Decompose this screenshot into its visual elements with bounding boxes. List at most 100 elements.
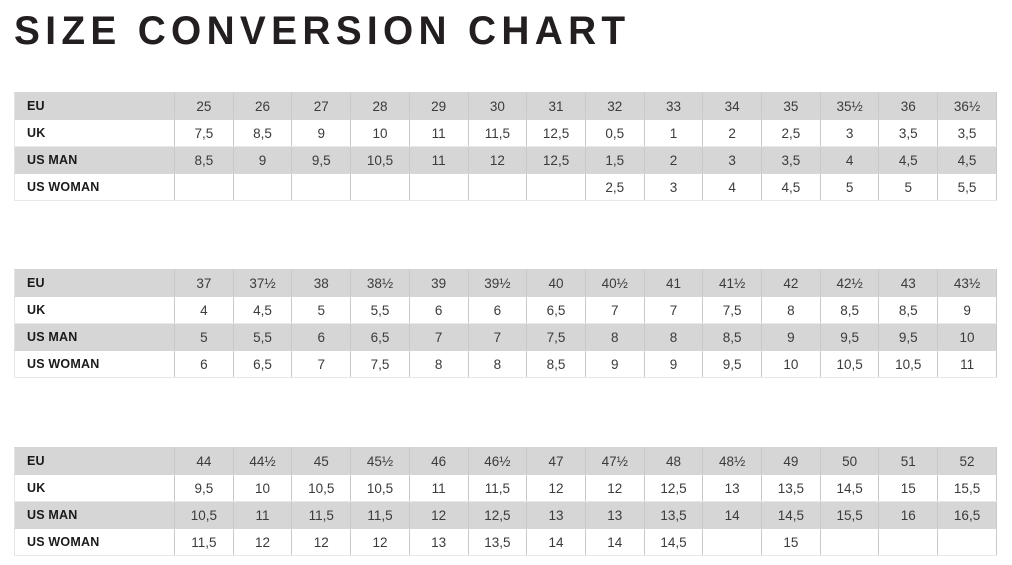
size-cell: 6 [408,296,469,324]
size-cell: 47 [526,447,586,475]
size-cell: 16 [878,501,939,529]
size-cell: 12 [408,501,469,529]
size-cell: 13,5 [467,528,528,556]
row-label-us-woman: US WOMAN [14,350,175,378]
size-cell [408,173,469,201]
size-cell: 6,5 [350,323,410,351]
size-cell: 11,5 [467,119,528,147]
size-cell: 41 [643,269,704,297]
size-cell: 51 [878,447,939,475]
size-cell: 12,5 [526,146,586,174]
row-label-eu: EU [14,269,175,297]
size-table-2: EU 37 37½ 38 38½ 39 39½ 40 40½ 41 41½ 42 42½ 43 43½ UK 4… [14,269,997,378]
size-cell [232,173,293,201]
size-cell: 25 [174,92,234,120]
size-cell: 29 [408,92,469,120]
size-cell: 4,5 [937,146,997,174]
size-cell: 8 [584,323,645,351]
size-cell: 7 [467,323,528,351]
size-cell: 36½ [937,92,997,120]
size-cell: 11,5 [291,501,352,529]
page-title: SIZE CONVERSION CHART [14,9,631,53]
size-cell: 9,5 [174,474,234,502]
size-cell: 10 [350,119,410,147]
size-cell: 35½ [819,92,880,120]
size-cell: 4,5 [761,173,821,201]
size-cell: 4 [174,296,234,324]
size-cell: 9,5 [819,323,880,351]
size-cell: 8,5 [526,350,586,378]
size-cell: 8 [761,296,821,324]
size-cell: 7 [291,350,352,378]
size-cell: 7,5 [702,296,763,324]
size-cell: 0,5 [584,119,645,147]
row-label-us-man: US MAN [14,501,175,529]
size-cell: 15,5 [937,474,997,502]
size-cell: 13 [526,501,586,529]
size-cell: 8 [467,350,528,378]
size-cell: 15 [761,528,821,556]
size-cell: 5 [291,296,352,324]
table-row: UK 4 4,5 5 5,5 6 6 6,5 7 7 7,5 8 8,5 8,5 9 [14,296,997,324]
size-cell: 11 [232,501,293,529]
size-cell: 1 [643,119,704,147]
size-cell: 7 [643,296,704,324]
size-cell: 39 [408,269,469,297]
size-cell: 3 [819,119,880,147]
size-cell: 37 [174,269,234,297]
table-row: US WOMAN 2,5 3 4 4,5 5 5 5,5 [14,173,997,201]
size-cell: 48 [643,447,704,475]
table-row: US MAN 8,5 9 9,5 10,5 11 12 12,5 1,5 2 3 3,5 4 4,5 4,5 [14,146,997,174]
size-cell: 12 [350,528,410,556]
size-cell: 11 [408,146,469,174]
size-cell: 13,5 [761,474,821,502]
size-table-3: EU 44 44½ 45 45½ 46 46½ 47 47½ 48 48½ 49 50 51 52 UK 9,5… [14,447,997,556]
size-cell: 14 [702,501,763,529]
size-cell: 31 [526,92,586,120]
size-table-2-body: EU 37 37½ 38 38½ 39 39½ 40 40½ 41 41½ 42 42½ 43 43½ UK 4… [14,269,997,378]
size-cell: 14,5 [761,501,821,529]
size-cell: 38 [291,269,352,297]
size-cell: 12 [467,146,528,174]
size-cell: 10,5 [819,350,880,378]
size-cell: 5 [174,323,234,351]
size-cell: 8,5 [174,146,234,174]
row-label-uk: UK [14,296,175,324]
size-cell [174,173,234,201]
size-cell: 32 [584,92,645,120]
size-cell: 7,5 [350,350,410,378]
size-cell: 11,5 [174,528,234,556]
size-cell: 6 [467,296,528,324]
size-cell: 2,5 [761,119,821,147]
size-cell: 8 [408,350,469,378]
row-label-us-man: US MAN [14,323,175,351]
size-cell: 13,5 [643,501,704,529]
table-row: EU 44 44½ 45 45½ 46 46½ 47 47½ 48 48½ 49 50 51 52 [14,447,997,475]
size-cell: 16,5 [937,501,997,529]
size-cell: 10 [761,350,821,378]
size-cell: 49 [761,447,821,475]
size-cell: 5 [878,173,939,201]
size-cell: 41½ [702,269,763,297]
size-table-1-body: EU 25 26 27 28 29 30 31 32 33 34 35 35½ 36 36½ UK 7,5 8,5… [14,92,997,201]
size-cell: 1,5 [584,146,645,174]
size-cell: 36 [878,92,939,120]
size-cell: 14 [526,528,586,556]
table-row: UK 7,5 8,5 9 10 11 11,5 12,5 0,5 1 2 2,5 3 3,5 3,5 [14,119,997,147]
size-cell: 9 [643,350,704,378]
size-cell: 44 [174,447,234,475]
size-cell: 2 [702,119,763,147]
size-cell: 5 [819,173,880,201]
size-cell: 4,5 [878,146,939,174]
size-cell: 12,5 [643,474,704,502]
size-cell: 2,5 [584,173,645,201]
size-table-3-body: EU 44 44½ 45 45½ 46 46½ 47 47½ 48 48½ 49 50 51 52 UK 9,5… [14,447,997,556]
size-cell: 6,5 [526,296,586,324]
size-cell: 15 [878,474,939,502]
size-cell: 37½ [232,269,293,297]
row-label-uk: UK [14,119,175,147]
size-cell: 33 [643,92,704,120]
row-label-us-woman: US WOMAN [14,173,175,201]
size-cell: 11 [408,474,469,502]
